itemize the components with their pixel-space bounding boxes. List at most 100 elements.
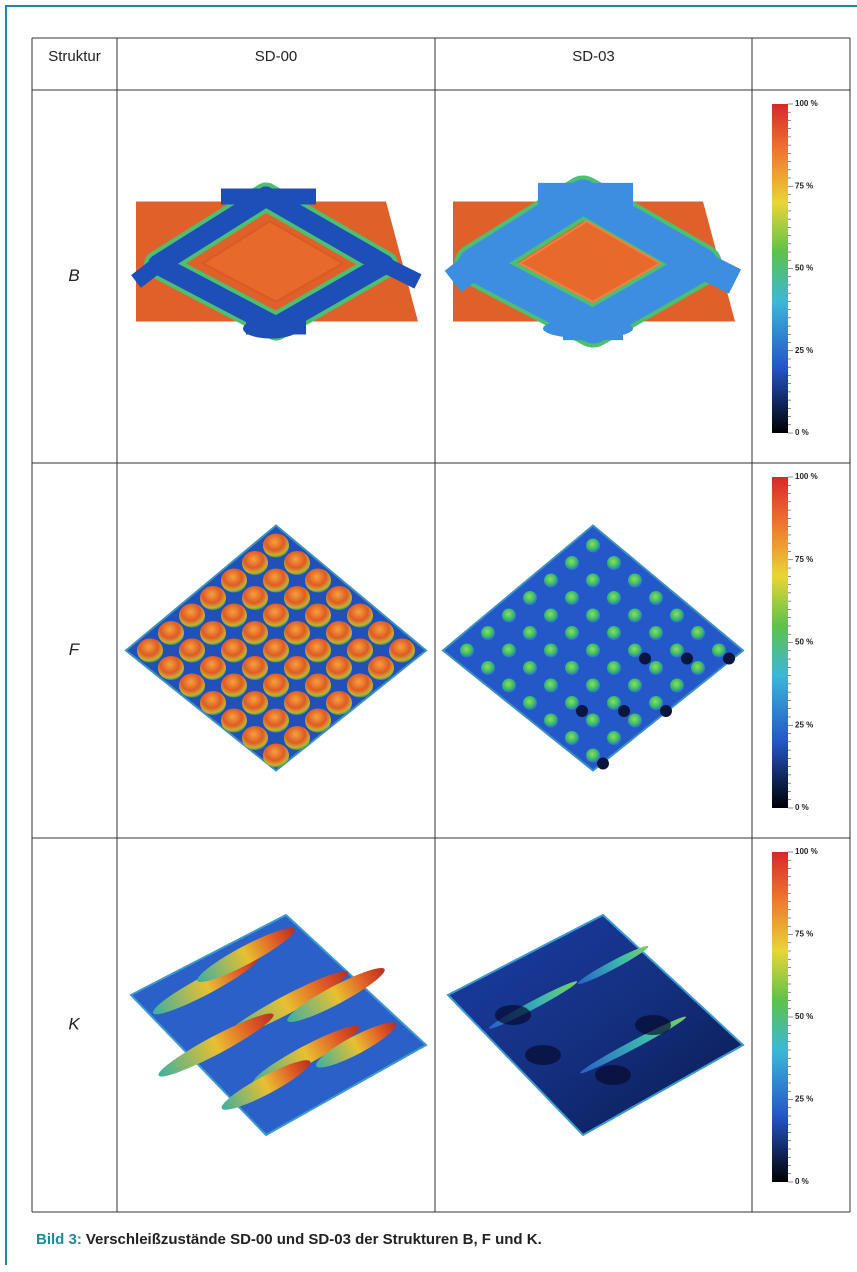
bump [628, 609, 642, 623]
bump [565, 661, 579, 675]
bump [586, 609, 600, 623]
bump [347, 604, 373, 628]
bump [565, 556, 579, 570]
groove [701, 265, 735, 282]
bump [691, 661, 705, 675]
bump [389, 639, 415, 663]
row-label: F [69, 640, 81, 659]
bump [607, 661, 621, 675]
bump [481, 626, 495, 640]
bump [523, 661, 537, 675]
bump [607, 626, 621, 640]
bump [263, 639, 289, 663]
scale-label: 100 % [795, 472, 818, 481]
row-label: K [68, 1014, 80, 1033]
color-scale [772, 852, 788, 1182]
bump [263, 569, 289, 593]
color-scale [772, 477, 788, 808]
bump [326, 586, 352, 610]
bump [544, 609, 558, 623]
bump [221, 569, 247, 593]
bump [628, 574, 642, 588]
bump [628, 714, 642, 728]
pit [618, 705, 630, 717]
bump [649, 591, 663, 605]
bump [586, 679, 600, 693]
header-cell: SD-03 [572, 48, 615, 65]
bump [607, 731, 621, 745]
groove [453, 265, 475, 282]
bump [326, 691, 352, 715]
bump [460, 644, 474, 658]
bump [607, 556, 621, 570]
color-scale [772, 104, 788, 433]
bump [565, 626, 579, 640]
bump [263, 709, 289, 733]
bump [242, 621, 268, 645]
bump [502, 609, 516, 623]
caption-text: Verschleißzustände SD-00 und SD-03 der S… [86, 1231, 542, 1248]
bump [502, 679, 516, 693]
scale-label: 50 % [795, 264, 813, 273]
bump [544, 574, 558, 588]
scale-label: 100 % [795, 99, 818, 108]
caption: Bild 3:Verschleißzustände SD-00 und SD-0… [36, 1231, 542, 1248]
bump [649, 661, 663, 675]
bump [607, 591, 621, 605]
bump [326, 621, 352, 645]
bump [284, 726, 310, 750]
table: StrukturSD-00SD-03B100 %75 %50 %25 %0 %F… [32, 38, 850, 1212]
bump [305, 639, 331, 663]
bump [523, 626, 537, 640]
header-cell: SD-00 [255, 48, 298, 65]
bump [368, 621, 394, 645]
bump [544, 714, 558, 728]
scale-label: 100 % [795, 847, 818, 856]
bump [263, 674, 289, 698]
bump [221, 709, 247, 733]
bump [221, 604, 247, 628]
pit [495, 1005, 531, 1025]
scale-label: 0 % [795, 1177, 809, 1186]
pit [723, 653, 735, 665]
pit [681, 653, 693, 665]
row-label: B [68, 266, 79, 285]
bump [368, 656, 394, 680]
bump [179, 604, 205, 628]
groove [543, 319, 633, 339]
bump [691, 626, 705, 640]
bump [670, 679, 684, 693]
bump [158, 621, 184, 645]
bump [305, 604, 331, 628]
bump [523, 591, 537, 605]
bump [242, 726, 268, 750]
bump [628, 679, 642, 693]
bump [200, 691, 226, 715]
bump [263, 744, 289, 768]
bump [137, 639, 163, 663]
bump [305, 674, 331, 698]
scale-label: 25 % [795, 346, 813, 355]
bump [242, 691, 268, 715]
bump [586, 574, 600, 588]
bump [242, 656, 268, 680]
scale-label: 25 % [795, 1095, 813, 1104]
bump [586, 539, 600, 553]
bump [200, 621, 226, 645]
scale-label: 0 % [795, 428, 809, 437]
bump [523, 696, 537, 710]
bump [284, 656, 310, 680]
scale-label: 75 % [795, 930, 813, 939]
bump [586, 644, 600, 658]
bump [200, 656, 226, 680]
bump [179, 639, 205, 663]
page: StrukturSD-00SD-03B100 %75 %50 %25 %0 %F… [0, 0, 857, 1272]
pit [660, 705, 672, 717]
bump [649, 626, 663, 640]
bump [263, 534, 289, 558]
pit [597, 758, 609, 770]
bump [284, 586, 310, 610]
bump [670, 609, 684, 623]
bump [347, 674, 373, 698]
bump [502, 644, 516, 658]
